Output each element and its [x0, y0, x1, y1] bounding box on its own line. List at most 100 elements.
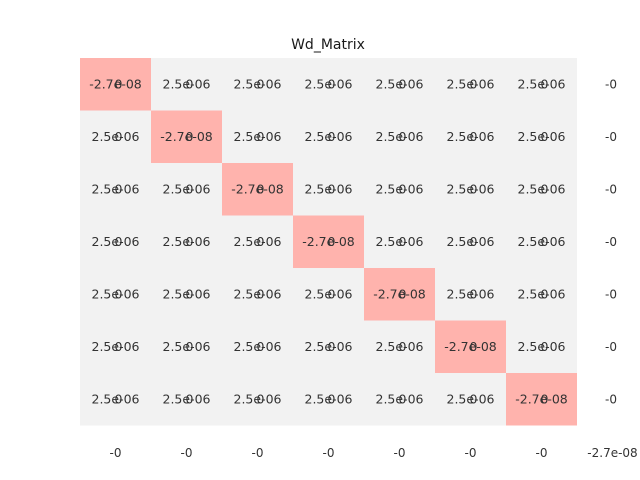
row-sum-label: -0 — [605, 130, 617, 144]
row-sum-label: -0 — [605, 235, 617, 249]
cell-overlay-label: 0 — [541, 129, 549, 144]
cell-value-label: 2.5e-06 — [163, 76, 211, 91]
cell-value-label: 2.5e-06 — [447, 181, 495, 196]
cell-value-label: 2.5e-06 — [376, 234, 424, 249]
matrix-cell — [293, 110, 364, 163]
matrix-cell — [435, 215, 506, 268]
cell-value-label: 2.5e-06 — [163, 181, 211, 196]
diagonal-cell — [222, 163, 293, 216]
matrix-cell — [293, 268, 364, 321]
cell-overlay-label: 0 — [470, 391, 478, 406]
cell-value-label: 2.5e-06 — [376, 391, 424, 406]
cell-value-label: 2.5e-06 — [447, 234, 495, 249]
heatmap-cell-labels: -2.7e-080 2.5e-060 2.5e-060 2.5e-060 2.5e-06… — [89, 76, 568, 406]
cell-overlay-label: 0 — [541, 339, 549, 354]
matrix-cell — [222, 268, 293, 321]
cell-overlay-label: 0 — [399, 129, 407, 144]
cell-overlay-label: 0 — [328, 391, 336, 406]
cell-overlay-label: 0 — [470, 129, 478, 144]
cell-value-label: 2.5e-06 — [163, 391, 211, 406]
row-sum-label: -0 — [605, 340, 617, 354]
cell-overlay-label: 0 — [328, 181, 336, 196]
cell-value-label: 2.5e-06 — [92, 181, 140, 196]
matrix-cell — [151, 373, 222, 426]
cell-overlay-label: 0 — [186, 339, 194, 354]
matrix-cell — [293, 163, 364, 216]
matrix-cell — [222, 110, 293, 163]
matrix-cell — [151, 58, 222, 111]
cell-overlay-label: 0 — [186, 129, 194, 144]
cell-value-label: 2.5e-06 — [518, 76, 566, 91]
cell-overlay-label: 0 — [328, 339, 336, 354]
matrix-cell — [151, 268, 222, 321]
cell-overlay-label: 0 — [541, 286, 549, 301]
matrix-cell — [222, 373, 293, 426]
matrix-cell — [364, 215, 435, 268]
cell-overlay-label: 0 — [186, 181, 194, 196]
cell-overlay-label: 0 — [257, 286, 265, 301]
cell-value-label: -2.7e-08 — [89, 76, 142, 91]
diagonal-cell — [151, 110, 222, 163]
cell-value-label: 2.5e-06 — [376, 76, 424, 91]
cell-overlay-label: 0 — [257, 181, 265, 196]
matrix-cell — [151, 320, 222, 373]
cell-overlay-label: 0 — [541, 181, 549, 196]
matrix-cell — [293, 58, 364, 111]
row-sum-label: -0 — [605, 392, 617, 406]
cell-overlay-label: 0 — [328, 286, 336, 301]
cell-value-label: 2.5e-06 — [92, 391, 140, 406]
cell-overlay-label: 0 — [541, 234, 549, 249]
cell-value-label: 2.5e-06 — [376, 339, 424, 354]
cell-overlay-label: 0 — [470, 76, 478, 91]
cell-value-label: 2.5e-06 — [518, 286, 566, 301]
cell-overlay-label: 0 — [115, 234, 123, 249]
matrix-cell — [506, 268, 577, 321]
cell-value-label: 2.5e-06 — [234, 391, 282, 406]
cell-overlay-label: 0 — [257, 129, 265, 144]
cell-value-label: 2.5e-06 — [163, 339, 211, 354]
cell-overlay-label: 0 — [399, 286, 407, 301]
cell-value-label: -2.7e-08 — [444, 339, 497, 354]
cell-overlay-label: 0 — [186, 391, 194, 406]
cell-value-label: 2.5e-06 — [234, 129, 282, 144]
cell-overlay-label: 0 — [470, 234, 478, 249]
cell-value-label: 2.5e-06 — [305, 286, 353, 301]
matrix-cell — [222, 58, 293, 111]
column-sum-label: -0 — [181, 446, 193, 460]
row-sum-label: -0 — [605, 77, 617, 91]
cell-overlay-label: 0 — [399, 76, 407, 91]
cell-overlay-label: 0 — [186, 76, 194, 91]
row-sum-labels: -0 -0 -0 -0 -0 -0 -0 — [605, 77, 617, 406]
matrix-cell — [364, 320, 435, 373]
matrix-cell — [435, 110, 506, 163]
column-sum-labels: -0 -0 -0 -0 -0 -0 -0 -2.7e-08 — [110, 446, 638, 460]
cell-value-label: 2.5e-06 — [234, 234, 282, 249]
diagonal-cell — [364, 268, 435, 321]
cell-overlay-label: 0 — [115, 391, 123, 406]
cell-value-label: 2.5e-06 — [92, 234, 140, 249]
matrix-cell — [435, 163, 506, 216]
matrix-cell — [222, 320, 293, 373]
matrix-cell — [80, 110, 151, 163]
cell-value-label: 2.5e-06 — [234, 286, 282, 301]
cell-value-label: 2.5e-06 — [305, 76, 353, 91]
cell-value-label: 2.5e-06 — [447, 129, 495, 144]
cell-overlay-label: 0 — [115, 129, 123, 144]
matrix-cell — [506, 215, 577, 268]
cell-value-label: 2.5e-06 — [305, 129, 353, 144]
column-sum-label: -0 — [110, 446, 122, 460]
matrix-cell — [80, 163, 151, 216]
cell-value-label: 2.5e-06 — [305, 391, 353, 406]
diagonal-cell — [435, 320, 506, 373]
cell-value-label: 2.5e-06 — [518, 234, 566, 249]
cell-value-label: 2.5e-06 — [234, 76, 282, 91]
cell-overlay-label: 0 — [399, 181, 407, 196]
column-sum-label: -0 — [536, 446, 548, 460]
column-sum-label: -0 — [465, 446, 477, 460]
cell-value-label: 2.5e-06 — [447, 391, 495, 406]
matrix-cell — [222, 215, 293, 268]
matrix-cell — [364, 110, 435, 163]
column-sum-label: -2.7e-08 — [587, 446, 637, 460]
